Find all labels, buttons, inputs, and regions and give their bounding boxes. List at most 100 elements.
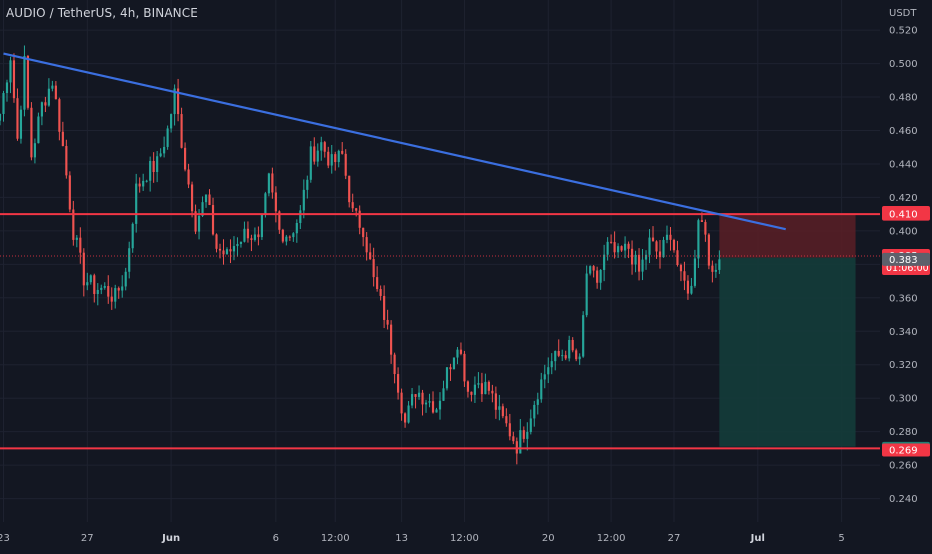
candle-body <box>442 388 445 401</box>
time-axis[interactable]: 23 27 Jun 6 12:00 13 12:00 20 12:00 27 Jul 5 <box>0 522 880 550</box>
candle-body <box>620 246 623 251</box>
candle-body <box>428 401 431 403</box>
candle-body <box>124 271 127 287</box>
candle-body <box>173 88 176 115</box>
candle-body <box>215 234 218 249</box>
candle-body <box>82 252 85 286</box>
candle-body <box>26 55 30 108</box>
price-tick-label: 0.340 <box>889 327 918 338</box>
candle-body <box>187 169 190 185</box>
candle-body <box>582 315 585 357</box>
candle-body <box>152 160 155 172</box>
candle-body <box>529 418 532 432</box>
candle-body <box>302 189 305 211</box>
candle-body <box>397 374 400 393</box>
candle-body <box>564 355 567 359</box>
candle-body <box>487 381 490 391</box>
candle-body <box>225 249 229 255</box>
candle-body <box>274 192 277 212</box>
candle-body <box>2 93 5 114</box>
candle-body <box>400 392 403 414</box>
candle-body <box>596 270 599 283</box>
price-label-text: 0.269 <box>889 446 918 457</box>
candle-body <box>637 254 641 272</box>
drawings[interactable] <box>0 52 880 450</box>
candle-body <box>180 114 183 148</box>
price-label-text: 0.410 <box>889 210 918 221</box>
candle-body <box>51 85 54 89</box>
candle-body <box>197 215 201 232</box>
candle-body <box>44 102 47 106</box>
candle-body <box>533 404 536 419</box>
price-tick-label: 0.480 <box>889 93 918 104</box>
candle-body <box>424 402 428 405</box>
stop-loss-zone <box>719 214 856 258</box>
time-tick-label: 27 <box>81 533 94 544</box>
candle-body <box>103 285 106 288</box>
candle-body <box>285 236 288 242</box>
candle-body <box>679 265 683 272</box>
candle-body <box>68 175 71 210</box>
candle-body <box>589 266 592 274</box>
time-tick-label: Jul <box>750 533 765 544</box>
candle-body <box>414 394 417 397</box>
candle-body <box>5 82 9 94</box>
candle-body <box>260 213 263 238</box>
candle-body <box>33 143 37 158</box>
candle-body <box>526 431 529 439</box>
candle-body <box>498 406 501 410</box>
candle-body <box>585 273 588 316</box>
candle-body <box>306 179 309 190</box>
position-zones <box>719 214 856 447</box>
candle-body <box>281 229 284 242</box>
candle-body <box>491 390 494 394</box>
candle-body <box>351 202 354 209</box>
candle-body <box>421 392 424 405</box>
candle-body <box>114 288 117 302</box>
candle-body <box>295 222 298 234</box>
price-axis[interactable]: USDT0.5200.5000.4800.4600.4400.4200.4000… <box>880 0 932 550</box>
candle-body <box>19 109 23 139</box>
candle-body <box>505 416 508 424</box>
candle-body <box>693 258 697 286</box>
candle-body <box>278 211 281 230</box>
candle-body <box>229 249 232 252</box>
candle-body <box>690 285 693 294</box>
candle-body <box>641 259 644 272</box>
candle-body <box>149 160 152 181</box>
candle-body <box>714 269 717 272</box>
candle-body <box>683 271 686 281</box>
price-tick-label: 0.240 <box>889 494 918 505</box>
candle-body <box>86 282 89 286</box>
candle-body <box>362 227 365 238</box>
time-tick-label: 12:00 <box>321 533 350 544</box>
price-label-text: 0.383 <box>889 255 918 266</box>
candle-body <box>470 391 473 395</box>
price-tick-label: 0.320 <box>889 360 918 371</box>
candle-body <box>107 285 110 297</box>
candle-body <box>30 107 33 158</box>
candle-body <box>571 339 574 351</box>
candle-body <box>37 116 40 144</box>
candle-body <box>494 393 497 410</box>
candle-body <box>232 246 236 252</box>
candle-body <box>648 237 651 255</box>
candle-body <box>477 383 480 385</box>
candle-body <box>603 254 606 270</box>
candle-body <box>610 241 613 243</box>
time-tick-label: 23 <box>0 533 10 544</box>
price-tick-label: 0.440 <box>889 159 918 170</box>
candle-body <box>89 275 92 283</box>
time-tick-label: 20 <box>542 533 555 544</box>
candle-body <box>662 239 665 258</box>
candle-body <box>606 241 609 255</box>
time-tick-label: 13 <box>395 533 408 544</box>
candle-body <box>676 250 679 266</box>
candle-body <box>142 180 145 187</box>
price-tick-label: 0.500 <box>889 59 918 70</box>
candle-body <box>386 319 389 325</box>
candle-body <box>250 238 253 240</box>
candle-body <box>697 220 700 259</box>
candle-body <box>592 266 595 271</box>
